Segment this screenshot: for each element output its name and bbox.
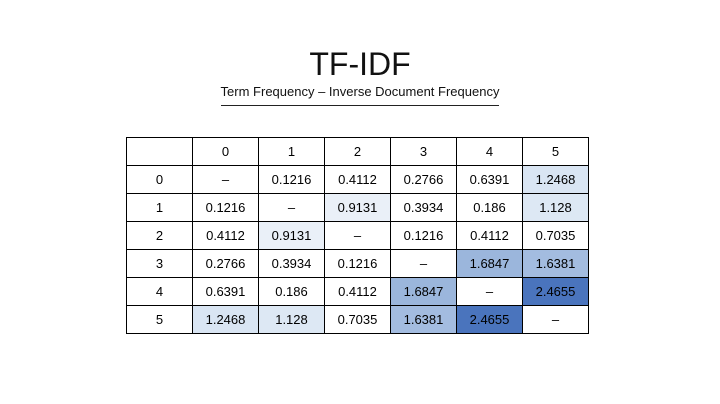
tfidf-matrix-table: 0 1 2 3 4 5 0 – 0.1216 0.4112 0.2766 0.6…	[126, 137, 589, 334]
matrix-cell: 0.9131	[324, 193, 391, 222]
matrix-cell: 0.186	[258, 277, 325, 306]
matrix-cell: 0.9131	[258, 221, 325, 250]
header-row: 0 1 2 3 4 5	[126, 137, 589, 166]
row-header: 3	[126, 249, 193, 278]
matrix-cell: 1.128	[522, 193, 589, 222]
matrix-cell: 0.4112	[324, 165, 391, 194]
column-header: 3	[390, 137, 457, 166]
matrix-cell: 0.1216	[258, 165, 325, 194]
matrix-cell: 1.6381	[390, 305, 457, 334]
matrix-cell: 1.2468	[192, 305, 259, 334]
row-header: 1	[126, 193, 193, 222]
matrix-cell: 0.6391	[456, 165, 523, 194]
column-header: 0	[192, 137, 259, 166]
matrix-cell: 0.186	[456, 193, 523, 222]
column-header: 1	[258, 137, 325, 166]
matrix-cell: 1.6847	[456, 249, 523, 278]
matrix-cell: –	[324, 221, 391, 250]
row-header: 5	[126, 305, 193, 334]
row-header: 4	[126, 277, 193, 306]
matrix-cell: 1.6381	[522, 249, 589, 278]
row-header: 2	[126, 221, 193, 250]
matrix-cell: 1.2468	[522, 165, 589, 194]
matrix-cell: 0.1216	[324, 249, 391, 278]
matrix-cell: 2.4655	[522, 277, 589, 306]
table-row: 4 0.6391 0.186 0.4112 1.6847 – 2.4655	[126, 277, 589, 306]
matrix-cell: 0.3934	[390, 193, 457, 222]
matrix-cell: 1.6847	[390, 277, 457, 306]
matrix-cell: 0.4112	[324, 277, 391, 306]
matrix-cell: –	[456, 277, 523, 306]
subtitle-underline	[221, 105, 499, 106]
table-row: 0 – 0.1216 0.4112 0.2766 0.6391 1.2468	[126, 165, 589, 194]
table-row: 5 1.2468 1.128 0.7035 1.6381 2.4655 –	[126, 305, 589, 334]
slide-title: TF-IDF	[309, 46, 411, 82]
matrix-cell: 0.6391	[192, 277, 259, 306]
matrix-cell: 1.128	[258, 305, 325, 334]
matrix-cell: 0.2766	[192, 249, 259, 278]
matrix-cell: –	[258, 193, 325, 222]
column-header: 5	[522, 137, 589, 166]
table-row: 2 0.4112 0.9131 – 0.1216 0.4112 0.7035	[126, 221, 589, 250]
matrix-cell: 2.4655	[456, 305, 523, 334]
matrix-cell: 0.4112	[192, 221, 259, 250]
matrix-cell: –	[522, 305, 589, 334]
column-header: 2	[324, 137, 391, 166]
matrix-cell: 0.7035	[324, 305, 391, 334]
matrix-cell: –	[390, 249, 457, 278]
matrix-cell: 0.2766	[390, 165, 457, 194]
row-header: 0	[126, 165, 193, 194]
table-row: 1 0.1216 – 0.9131 0.3934 0.186 1.128	[126, 193, 589, 222]
matrix-cell: –	[192, 165, 259, 194]
corner-cell	[126, 137, 193, 166]
matrix-cell: 0.4112	[456, 221, 523, 250]
slide-subtitle: Term Frequency – Inverse Document Freque…	[220, 84, 500, 99]
matrix-cell: 0.7035	[522, 221, 589, 250]
table-row: 3 0.2766 0.3934 0.1216 – 1.6847 1.6381	[126, 249, 589, 278]
matrix-body: 0 1 2 3 4 5 0 – 0.1216 0.4112 0.2766 0.6…	[126, 137, 589, 334]
matrix-cell: 0.1216	[192, 193, 259, 222]
matrix-cell: 0.3934	[258, 249, 325, 278]
column-header: 4	[456, 137, 523, 166]
matrix-cell: 0.1216	[390, 221, 457, 250]
